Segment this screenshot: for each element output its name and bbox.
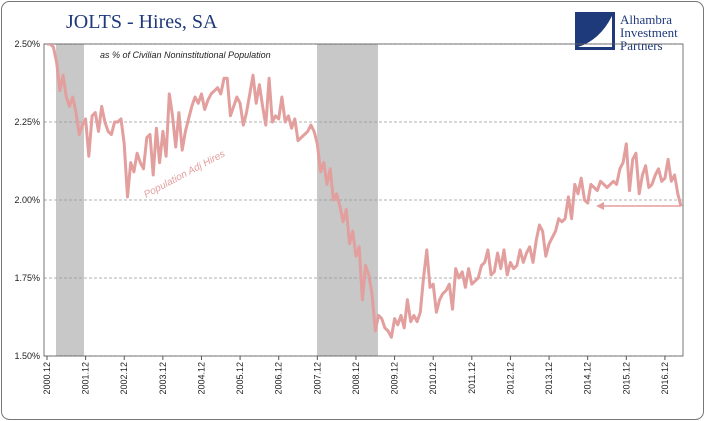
x-tick-label: 2014.12: [583, 362, 593, 395]
logo-text: Partners: [620, 38, 663, 53]
recession-band: [317, 44, 378, 356]
x-tick-label: 2009.12: [390, 362, 400, 395]
y-tick-label: 2.50%: [14, 39, 40, 49]
y-tick-label: 1.75%: [14, 273, 40, 283]
x-tick-label: 2000.12: [42, 362, 52, 395]
x-tick-label: 2016.12: [660, 362, 670, 395]
subtitle: as % of Civilian Noninstitutional Popula…: [100, 50, 271, 60]
x-tick-label: 2006.12: [274, 362, 284, 395]
x-tick-label: 2004.12: [196, 362, 206, 395]
x-tick-label: 2015.12: [621, 362, 631, 395]
x-tick-label: 2013.12: [544, 362, 554, 395]
data-line: [47, 44, 683, 339]
x-tick-label: 2002.12: [119, 362, 129, 395]
x-tick-label: 2008.12: [351, 362, 361, 395]
y-tick-label: 2.25%: [14, 117, 40, 127]
arrow-head: [596, 202, 604, 210]
x-tick-label: 2011.12: [467, 362, 477, 394]
x-tick-label: 2010.12: [428, 362, 438, 395]
y-tick-label: 2.00%: [14, 195, 40, 205]
plot-frame: [43, 43, 684, 357]
y-tick-label: 1.50%: [14, 351, 40, 361]
x-tick-label: 2003.12: [158, 362, 168, 395]
logo-text: Alhambra: [620, 12, 672, 27]
chart-title: JOLTS - Hires, SA: [66, 11, 218, 33]
x-tick-label: 2012.12: [505, 362, 515, 395]
logo-swoosh: [578, 16, 612, 47]
x-tick-label: 2007.12: [312, 362, 322, 395]
x-tick-label: 2005.12: [235, 362, 245, 395]
logo-text: Investment: [620, 25, 678, 40]
x-tick-label: 2001.12: [81, 362, 91, 395]
